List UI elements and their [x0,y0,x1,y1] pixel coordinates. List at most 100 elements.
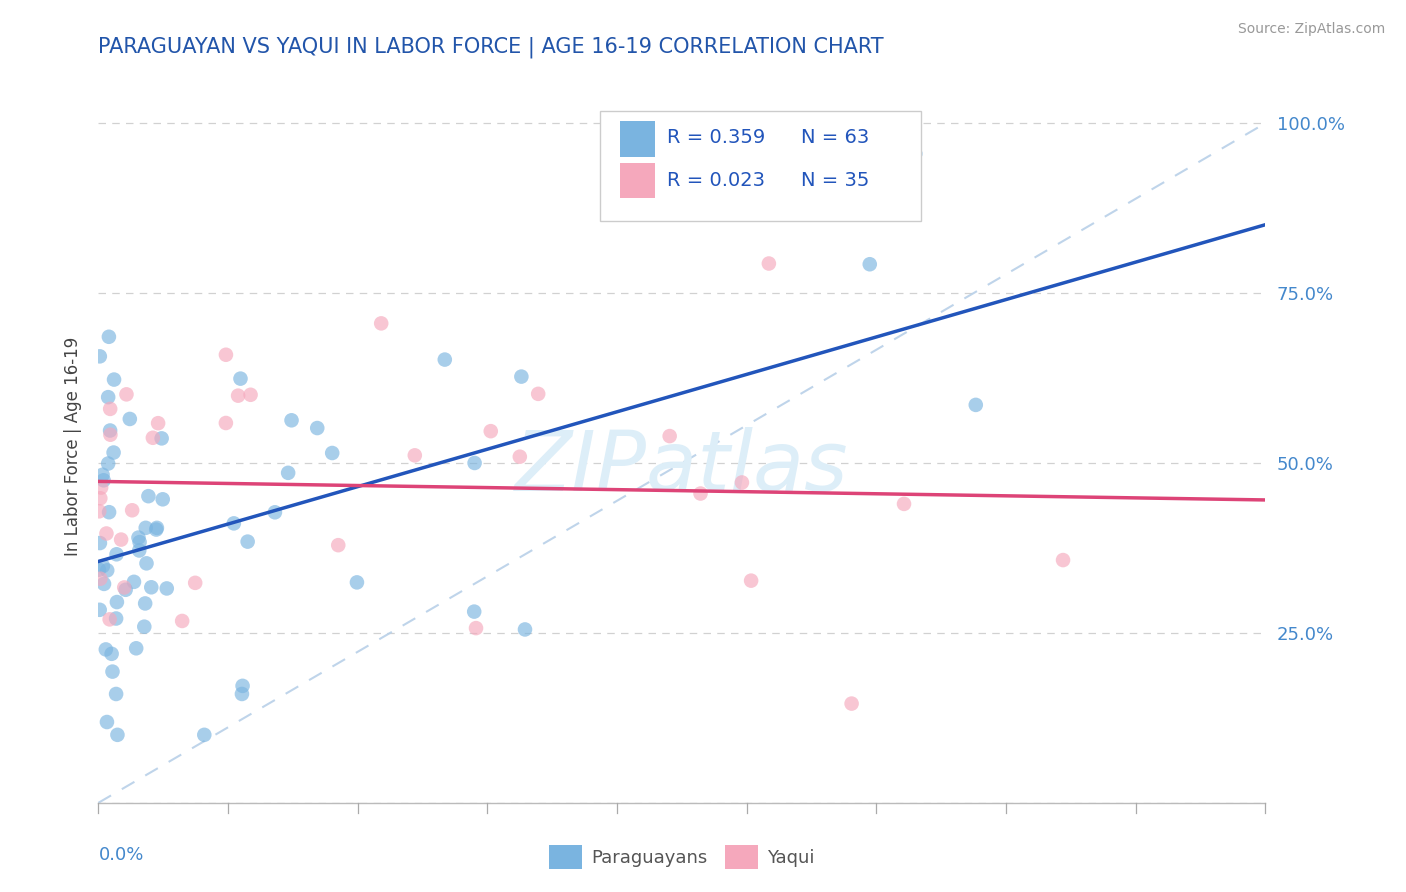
Point [98,612,121,626]
Point [280,413,302,427]
Point [758,256,780,270]
Point [96,714,118,729]
Point [101,665,124,679]
FancyBboxPatch shape [620,162,655,198]
Point [231,687,253,701]
Point [105,547,128,561]
Point [142,431,165,445]
Text: 0.0%: 0.0% [98,846,143,863]
Text: N = 35: N = 35 [801,171,869,190]
Point [89,504,111,518]
Point [479,424,502,438]
Point [146,416,169,430]
Point [87,563,110,577]
Point [689,486,711,500]
Point [134,620,156,634]
Point [97,457,120,471]
Point [103,445,125,459]
Point [145,523,167,537]
Point [346,575,368,590]
Text: Source: ZipAtlas.com: Source: ZipAtlas.com [1237,22,1385,37]
Point [510,369,533,384]
Text: R = 0.359: R = 0.359 [666,128,765,147]
Point [239,388,262,402]
Point [98,401,121,416]
Point [100,647,122,661]
Point [904,146,927,161]
Point [98,505,121,519]
Point [135,521,157,535]
Point [89,491,111,506]
Point [433,352,456,367]
Point [740,574,762,588]
Point [105,611,128,625]
Point [127,531,149,545]
Point [465,621,488,635]
Point [731,475,754,490]
Point [193,728,215,742]
Point [222,516,245,531]
Point [89,603,111,617]
Point [125,641,148,656]
Point [122,574,145,589]
Point [138,489,160,503]
Point [965,398,987,412]
Point [236,534,259,549]
Point [118,412,141,426]
Point [859,257,882,271]
Point [156,582,179,596]
Point [150,431,173,445]
Point [128,535,150,549]
Point [93,577,115,591]
Point [893,497,915,511]
Point [370,317,392,331]
Point [128,543,150,558]
Point [152,492,174,507]
Point [134,596,156,610]
Text: R = 0.023: R = 0.023 [666,171,765,190]
Point [96,563,118,577]
Point [141,580,163,594]
Point [172,614,194,628]
Point [215,348,238,362]
Text: N = 63: N = 63 [801,128,869,147]
Point [527,387,550,401]
FancyBboxPatch shape [600,111,921,221]
Text: PARAGUAYAN VS YAQUI IN LABOR FORCE | AGE 16-19 CORRELATION CHART: PARAGUAYAN VS YAQUI IN LABOR FORCE | AGE… [98,37,884,58]
Point [135,557,157,571]
Point [264,505,287,519]
Point [97,390,120,404]
Point [226,389,249,403]
Point [658,429,681,443]
Point [328,538,350,552]
Text: ZIPatlas: ZIPatlas [515,427,849,508]
Point [1052,553,1074,567]
Point [103,373,125,387]
Point [121,503,143,517]
Point [513,623,536,637]
Point [321,446,343,460]
Point [463,605,485,619]
Y-axis label: In Labor Force | Age 16-19: In Labor Force | Age 16-19 [63,336,82,556]
Point [509,450,531,464]
Point [96,526,118,541]
Point [307,421,329,435]
Point [112,581,135,595]
Point [105,687,128,701]
Point [91,559,114,574]
Point [107,728,129,742]
FancyBboxPatch shape [620,121,655,157]
Point [232,679,254,693]
Point [90,481,112,495]
Point [277,466,299,480]
Point [464,456,486,470]
Point [93,473,115,487]
Point [89,349,111,363]
Point [110,533,132,547]
Point [114,582,136,597]
Point [841,697,863,711]
Point [229,371,252,385]
Point [98,424,121,438]
Point [89,536,111,550]
Point [89,572,111,586]
